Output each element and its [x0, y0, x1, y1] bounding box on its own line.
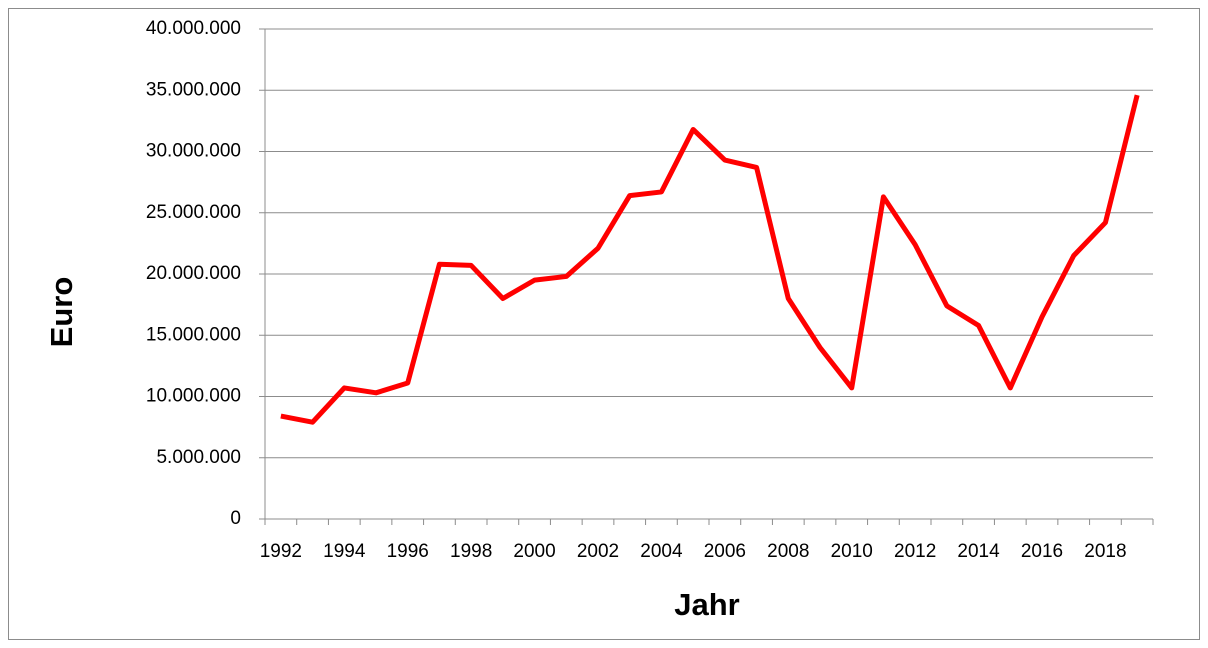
x-tick-label: 1998 — [450, 541, 492, 562]
x-tick-label: 2000 — [513, 541, 555, 562]
y-tick-label: 35.000.000 — [146, 79, 241, 100]
y-axis-title: Euro — [44, 277, 79, 348]
x-tick-label: 2008 — [767, 541, 809, 562]
x-tick-label: 2018 — [1084, 541, 1126, 562]
x-tick-label: 2002 — [577, 541, 619, 562]
y-tick-label: 15.000.000 — [146, 324, 241, 345]
x-tick-label: 2014 — [957, 541, 1000, 562]
x-tick-label: 2004 — [640, 541, 683, 562]
x-tick-label: 2010 — [831, 541, 873, 562]
x-tick-label: 1994 — [323, 541, 366, 562]
x-tick-label: 2012 — [894, 541, 936, 562]
x-tick-label: 1992 — [260, 541, 302, 562]
x-tick-label: 2016 — [1021, 541, 1063, 562]
y-tick-label: 20.000.000 — [146, 263, 241, 284]
y-tick-label: 25.000.000 — [146, 202, 241, 223]
y-tick-label: 10.000.000 — [146, 386, 241, 407]
y-tick-label: 30.000.000 — [146, 141, 241, 162]
data-line — [280, 94, 1140, 425]
y-tick-label: 0 — [230, 508, 241, 529]
x-tick-label: 2006 — [704, 541, 746, 562]
x-axis-title: Jahr — [674, 587, 739, 622]
y-tick-label: 5.000.000 — [156, 447, 241, 468]
x-tick-label: 1996 — [387, 541, 429, 562]
chart-frame — [8, 8, 1200, 640]
y-tick-label: 40.000.000 — [146, 18, 241, 39]
